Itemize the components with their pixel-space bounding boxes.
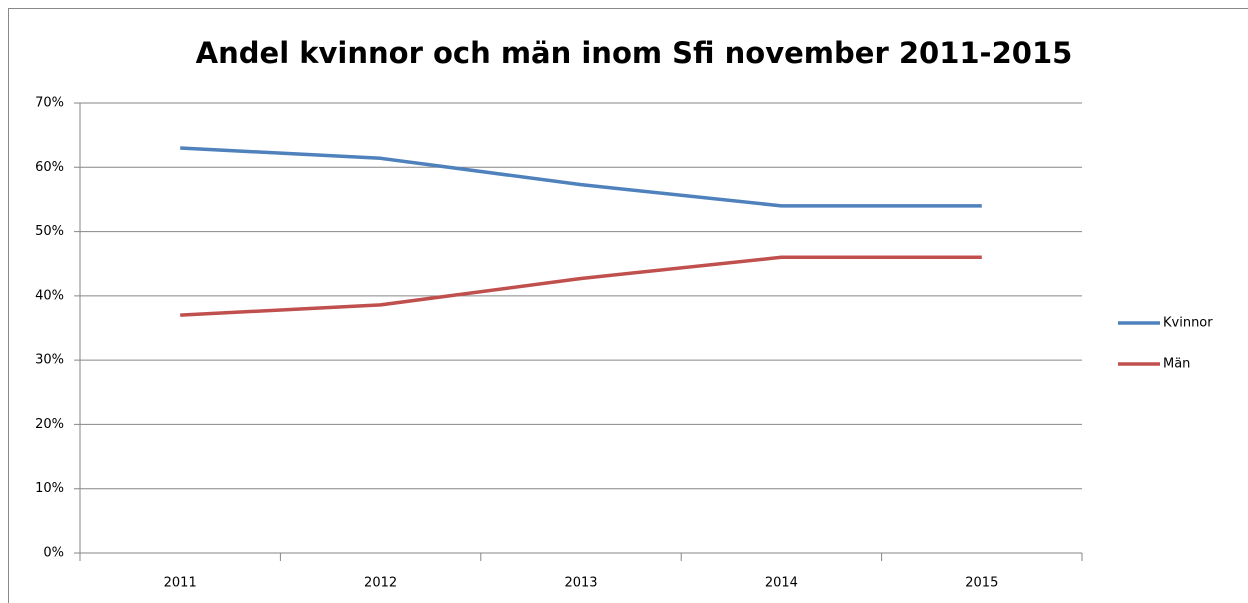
y-tick-label: 70% [35,96,64,111]
y-tick-label: 40% [35,288,64,303]
x-tick-label: 2011 [164,576,197,591]
y-tick-label: 50% [35,224,64,239]
series-line [180,146,982,208]
chart-title: Andel kvinnor och män inom Sfi november … [196,36,1073,70]
series-line [180,255,982,317]
y-tick-label: 60% [35,160,64,175]
x-tick-label: 2015 [965,576,998,591]
x-tick-label: 2012 [364,576,397,591]
chart-border [8,8,1248,603]
y-tick-label: 20% [35,417,64,432]
y-tick-label: 10% [35,481,64,496]
y-tick-label: 30% [35,353,64,368]
x-tick-label: 2014 [765,576,798,591]
legend-label: Män [1163,357,1190,372]
y-tick-label: 0% [43,546,64,561]
x-tick-label: 2013 [564,576,597,591]
legend-label: Kvinnor [1163,316,1213,331]
